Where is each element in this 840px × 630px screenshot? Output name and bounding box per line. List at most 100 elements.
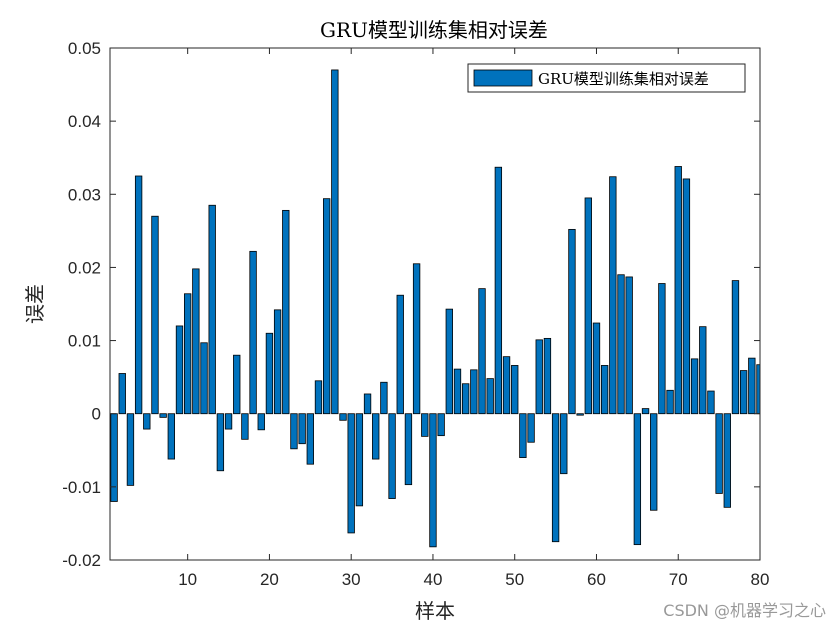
x-tick-label: 50	[505, 570, 524, 589]
bar	[551, 413, 560, 543]
bar	[241, 413, 249, 440]
bar	[584, 197, 592, 415]
bar	[576, 413, 584, 416]
bar	[690, 358, 699, 415]
bar	[609, 176, 617, 415]
bar	[224, 413, 233, 430]
chart-title: GRU模型训练集相对误差	[320, 18, 548, 42]
bar	[429, 413, 437, 548]
bar	[592, 322, 601, 415]
bar	[126, 413, 135, 486]
bar	[421, 413, 429, 437]
bar	[494, 166, 503, 415]
bar	[511, 365, 519, 415]
y-tick-label: 0.04	[68, 112, 101, 131]
bar	[290, 413, 298, 450]
bar	[723, 413, 731, 508]
bar	[625, 276, 633, 415]
bar	[478, 288, 486, 415]
bar	[666, 389, 674, 415]
bar	[502, 356, 511, 415]
bar	[306, 413, 314, 465]
bar	[216, 413, 225, 472]
bar	[372, 413, 380, 460]
bar	[273, 309, 282, 415]
bar	[355, 413, 364, 507]
axis-ticks: 10 20 30 40 50 60 70 80 -0.02 -0.01 0 0.01 0.02 0.03 0…	[62, 39, 769, 589]
bar	[682, 178, 691, 415]
bar	[347, 413, 355, 534]
bar	[739, 370, 748, 415]
x-tick-label: 20	[260, 570, 279, 589]
bar	[282, 209, 290, 415]
bar	[412, 263, 421, 415]
watermark: CSDN @机器学习之心	[663, 601, 826, 620]
x-axis-label: 样本	[415, 599, 455, 623]
x-tick-label: 40	[423, 570, 442, 589]
bar	[437, 413, 445, 437]
bar	[183, 293, 192, 415]
bar	[388, 413, 396, 499]
bar	[560, 413, 568, 475]
bar	[641, 408, 650, 415]
bar	[617, 274, 625, 415]
bar	[151, 215, 159, 415]
bar	[707, 390, 715, 415]
bar	[543, 337, 552, 415]
x-tick-label: 10	[178, 570, 197, 589]
y-tick-label: 0.03	[68, 185, 101, 204]
bar	[404, 413, 413, 486]
bar	[748, 357, 756, 415]
y-tick-label: -0.02	[62, 551, 101, 570]
x-tick-label: 30	[342, 570, 361, 589]
bar	[519, 413, 527, 458]
bar	[134, 175, 143, 415]
bar	[715, 413, 723, 494]
bar	[249, 250, 257, 415]
y-tick-label: 0.01	[68, 332, 101, 351]
bar	[208, 204, 216, 415]
bar	[470, 369, 478, 415]
bar	[167, 413, 175, 460]
y-tick-label: 0	[92, 405, 101, 424]
bar-series	[110, 69, 761, 548]
bar	[363, 393, 372, 415]
plot-area: 10 20 30 40 50 60 70 80 -0.02 -0.01 0 0.01 0.02 0.03 0…	[62, 39, 769, 589]
bar	[143, 413, 151, 430]
bar	[265, 332, 274, 415]
bar	[331, 69, 339, 415]
bar	[658, 283, 666, 415]
x-tick-label: 60	[587, 570, 606, 589]
bar	[159, 413, 167, 418]
bar	[445, 308, 453, 415]
bar	[110, 413, 118, 502]
bar	[380, 381, 388, 415]
y-axis-label: 误差	[23, 284, 47, 324]
legend: GRU模型训练集相对误差	[467, 63, 746, 93]
bar	[535, 339, 543, 415]
legend-label: GRU模型训练集相对误差	[538, 70, 709, 88]
bar	[453, 368, 462, 415]
bar	[650, 413, 658, 511]
bar	[200, 342, 208, 415]
bar	[461, 383, 470, 415]
axes-box	[109, 47, 761, 561]
bar	[118, 373, 126, 415]
bar	[233, 354, 241, 415]
bar	[699, 326, 707, 415]
bar	[633, 413, 642, 546]
bar	[396, 294, 404, 415]
x-tick-label: 70	[669, 570, 688, 589]
bar	[257, 413, 265, 431]
bar	[568, 228, 576, 415]
y-tick-label: -0.01	[62, 478, 101, 497]
bar	[674, 166, 682, 415]
bar	[298, 413, 306, 445]
bar	[322, 198, 331, 415]
bar	[192, 268, 200, 415]
legend-swatch	[473, 69, 533, 87]
bar	[314, 380, 323, 415]
y-tick-label: 0.05	[68, 39, 101, 58]
y-tick-label: 0.02	[68, 258, 101, 277]
